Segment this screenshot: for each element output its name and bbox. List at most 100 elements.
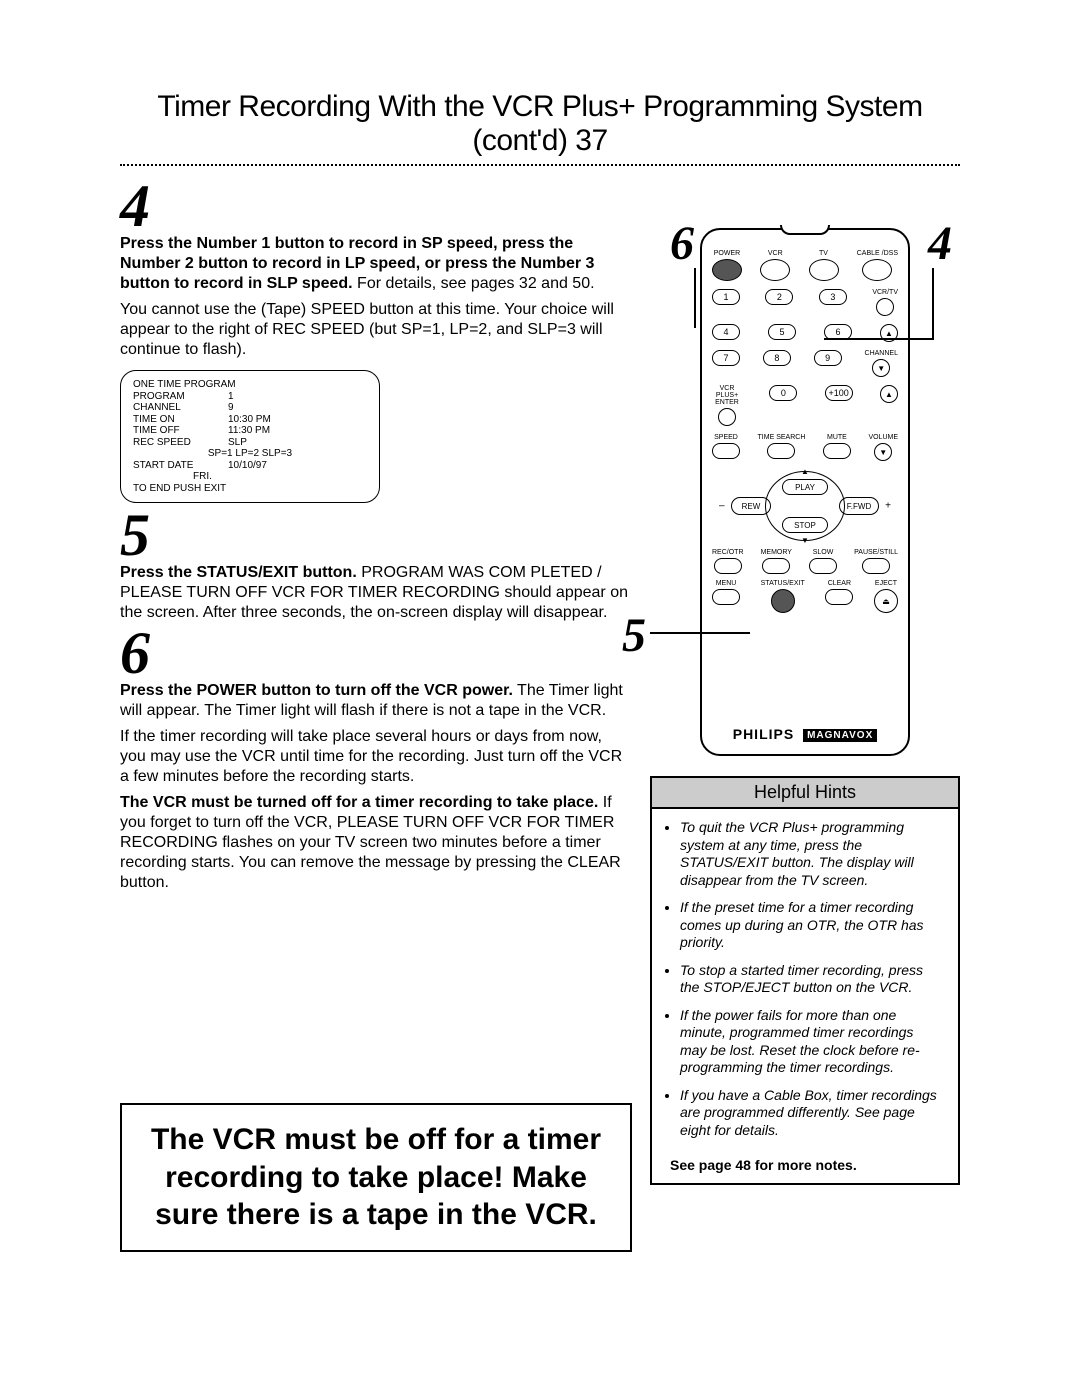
step-6-text-1: Press the POWER button to turn off the V… <box>120 681 632 721</box>
osd-row: CHANNEL9 <box>133 402 367 414</box>
enter-button[interactable] <box>718 408 736 426</box>
callout-6-line <box>694 268 696 328</box>
num-1-button[interactable]: 1 <box>712 289 740 305</box>
recotr-button[interactable] <box>714 558 742 574</box>
volume-label: VOLUME <box>868 434 898 441</box>
osd-val: SLP <box>228 437 367 449</box>
statusexit-button[interactable] <box>771 589 795 613</box>
play-button[interactable]: PLAY <box>782 479 828 495</box>
num-9-button[interactable]: 9 <box>814 350 842 366</box>
hint-item: To stop a started timer recording, press… <box>680 962 940 997</box>
callout-6: 6 <box>670 216 694 271</box>
hints-title: Helpful Hints <box>652 778 958 809</box>
menu-label: MENU <box>716 580 737 587</box>
remote-num-row-2: 4 5 6 ▲ <box>702 324 908 342</box>
osd-val: 9 <box>228 402 367 414</box>
ch-up-button[interactable]: ▲ <box>880 324 898 342</box>
hint-item: If the preset time for a timer recording… <box>680 899 940 952</box>
speed-label: SPEED <box>714 434 738 441</box>
hints-box: Helpful Hints To quit the VCR Plus+ prog… <box>650 776 960 1185</box>
num-5-button[interactable]: 5 <box>768 324 796 340</box>
vol-up-button[interactable]: ▲ <box>880 385 898 403</box>
tv-label: TV <box>819 250 828 257</box>
left-column: 4 Press the Number 1 button to record in… <box>120 176 632 1252</box>
step-5-number: 5 <box>120 511 632 559</box>
osd-lab: CHANNEL <box>133 402 228 414</box>
clear-label: CLEAR <box>828 580 851 587</box>
num-7-button[interactable]: 7 <box>712 350 740 366</box>
cable-label: CABLE /DSS <box>857 250 898 257</box>
dotted-rule <box>120 164 960 166</box>
osd-lab: TIME ON <box>133 414 228 426</box>
osd-row: TIME OFF11:30 PM <box>133 425 367 437</box>
mute-button[interactable] <box>823 443 851 459</box>
callout-4: 4 <box>928 216 952 271</box>
eject-button[interactable]: ⏏ <box>874 589 898 613</box>
vcr-label: VCR <box>768 250 783 257</box>
mute-label: MUTE <box>827 434 847 441</box>
stop-button[interactable]: STOP <box>782 517 828 533</box>
osd-speed: SP=1 LP=2 SLP=3 <box>133 448 367 460</box>
osd-val: 11:30 PM <box>228 425 367 437</box>
hints-footer: See page 48 for more notes. <box>652 1157 958 1183</box>
step-6-bold-1: Press the POWER button to turn off the V… <box>120 682 513 699</box>
num-6-button[interactable]: 6 <box>824 324 852 340</box>
tv-button[interactable] <box>809 259 839 281</box>
step-4-rest: For details, see pages 32 and 50. <box>353 275 595 292</box>
clear-button[interactable] <box>825 589 853 605</box>
pause-button[interactable] <box>862 558 890 574</box>
power-button[interactable] <box>712 259 742 281</box>
step-5-text: Press the STATUS/EXIT button. PROGRAM WA… <box>120 563 632 623</box>
osd-title: ONE TIME PROGRAM <box>133 379 367 391</box>
vcrtv-button[interactable] <box>876 298 894 316</box>
osd-exit: TO END PUSH EXIT <box>133 483 367 495</box>
remote-row-7: MENU STATUS/EXIT CLEAR EJECT⏏ <box>702 580 908 613</box>
osd-val: 1 <box>228 391 367 403</box>
menu-button[interactable] <box>712 589 740 605</box>
timesearch-label: TIME SEARCH <box>758 434 806 441</box>
num-100-button[interactable]: +100 <box>825 385 853 401</box>
vcrtv-label: VCR/TV <box>872 289 898 296</box>
osd-box: ONE TIME PROGRAM PROGRAM1 CHANNEL9 TIME … <box>120 370 380 503</box>
timesearch-button[interactable] <box>767 443 795 459</box>
memory-label: MEMORY <box>761 549 792 556</box>
channel-label: CHANNEL <box>865 350 898 357</box>
play-cluster: ▲ PLAY STOP REW F.FWD – + ▼ <box>727 471 883 541</box>
rew-button[interactable]: REW <box>731 497 771 515</box>
pause-label: PAUSE/STILL <box>854 549 898 556</box>
num-0-button[interactable]: 0 <box>769 385 797 401</box>
remote-notch <box>780 225 830 235</box>
brand-row: PHILIPS MAGNAVOX <box>702 726 908 742</box>
slow-button[interactable] <box>809 558 837 574</box>
remote-row-6: REC/OTR MEMORY SLOW PAUSE/STILL <box>702 549 908 574</box>
brand-magnavox: MAGNAVOX <box>803 729 877 742</box>
brand-philips: PHILIPS <box>733 726 794 742</box>
ch-down-button[interactable]: ▼ <box>872 359 890 377</box>
warning-box: The VCR must be off for a timer recordin… <box>120 1103 632 1252</box>
step-6-bold-3: The VCR must be turned off for a timer r… <box>120 794 598 811</box>
remote-outline: POWER VCR TV CABLE /DSS 1 2 3 VCR/TV 4 5… <box>700 228 910 756</box>
remote-num-row-1: 1 2 3 VCR/TV <box>702 289 908 316</box>
osd-lab: PROGRAM <box>133 391 228 403</box>
remote-num-row-4: VCR PLUS+ ENTER 0 +100 ▲ <box>702 385 908 426</box>
osd-day: FRI. <box>133 471 367 483</box>
ffwd-button[interactable]: F.FWD <box>839 497 879 515</box>
minus-icon: – <box>719 501 725 512</box>
step-4-number: 4 <box>120 182 632 230</box>
osd-row: PROGRAM1 <box>133 391 367 403</box>
num-4-button[interactable]: 4 <box>712 324 740 340</box>
memory-button[interactable] <box>762 558 790 574</box>
step-6-text-2: If the timer recording will take place s… <box>120 727 632 787</box>
num-3-button[interactable]: 3 <box>819 289 847 305</box>
num-8-button[interactable]: 8 <box>763 350 791 366</box>
vcr-button[interactable] <box>760 259 790 281</box>
step-6-number: 6 <box>120 629 632 677</box>
hint-item: If the power fails for more than one min… <box>680 1007 940 1077</box>
osd-lab: REC SPEED <box>133 437 228 449</box>
vol-down-button[interactable]: ▼ <box>874 443 892 461</box>
right-column: 6 4 5 POWER VCR TV CABLE /DSS 1 2 <box>650 176 960 1252</box>
speed-button[interactable] <box>712 443 740 459</box>
cable-button[interactable] <box>862 259 892 281</box>
num-2-button[interactable]: 2 <box>765 289 793 305</box>
osd-row: REC SPEEDSLP <box>133 437 367 449</box>
